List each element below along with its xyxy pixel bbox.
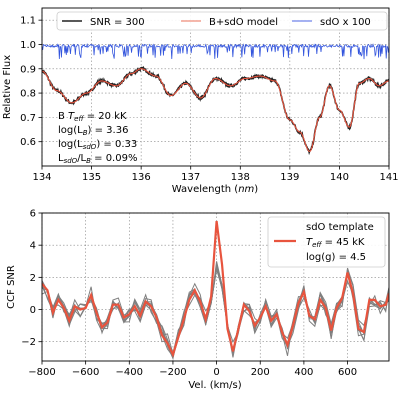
ccf-x-tick-label: 200 [251, 367, 270, 378]
series-sdo-x100-line [42, 42, 389, 60]
series-sdo-template-line [42, 220, 389, 358]
legend-label-teff: Teff = 45 kK [306, 237, 365, 249]
ccf-panel: −800 −600 −400 −200 0 200 400 600 −2 0 2 4 6 CCF SNR… [6, 209, 390, 391]
annotation-log-lb: log(LB) = 3.36 [58, 125, 128, 137]
spectrum-x-tick-label: 137 [181, 172, 200, 183]
ccf-axes-frame [41, 212, 390, 362]
ccf-x-axis-label: Vel. (km/s) [188, 380, 241, 391]
spectrum-y-tick-label: 1.1 [20, 16, 36, 27]
spectrum-x-tick-label: 134 [32, 172, 51, 183]
ccf-x-tick-label: 400 [294, 367, 313, 378]
ccf-y-tick-label: 6 [30, 209, 36, 220]
spectrum-annotation: B Teff = 20 kK log(LB) = 3.36 log(LsdO) … [58, 111, 137, 165]
ccf-y-tick-label: −2 [21, 337, 36, 348]
spectrum-y-axis-label: Relative Flux [2, 55, 13, 119]
ccf-legend-box [267, 216, 386, 268]
spectrum-x-tick-label: 138 [231, 172, 250, 183]
ccf-x-tick-label: 600 [338, 367, 357, 378]
legend-label-sdo-template: sdO template [306, 222, 374, 233]
ccf-y-tick-label: 2 [30, 273, 36, 284]
legend-label-model: B+sdO model [209, 17, 278, 28]
spectrum-ticks: 134 135 136 137 138 139 140 141 0.6 0.7 0.8 0.9 1.0 1… [20, 16, 398, 183]
legend-label-logg: log(g) = 4.5 [306, 252, 366, 263]
spectrum-x-tick-label: 139 [280, 172, 299, 183]
ccf-x-tick-label: −600 [72, 367, 99, 378]
spectrum-y-tick-label: 0.7 [20, 113, 36, 124]
spectrum-x-tick-label: 135 [82, 172, 101, 183]
spectrum-x-axis-label: Wavelength (nm) [172, 184, 259, 195]
ccf-ticks: −800 −600 −400 −200 0 200 400 600 −2 0 2 4 6 [21, 209, 357, 379]
ccf-x-tick-label: 0 [213, 367, 219, 378]
ccf-legend: sdO template Teff = 45 kK log(g) = 4.5 [267, 216, 386, 268]
spectrum-y-tick-label: 1.0 [20, 40, 36, 51]
spectrum-legend-box [56, 11, 388, 31]
spectrum-x-tick-label: 141 [379, 172, 398, 183]
spectrum-y-tick-label: 0.8 [20, 89, 36, 100]
spectrum-x-tick-label: 136 [132, 172, 151, 183]
annotation-b-teff: B Teff = 20 kK [58, 111, 127, 123]
spectrum-legend: SNR = 300 B+sdO model sdO x 100 [56, 11, 388, 31]
ccf-x-tick-label: −800 [28, 367, 55, 378]
spectrum-y-tick-label: 0.6 [20, 137, 36, 148]
annotation-ratio: LsdO/LB = 0.09% [58, 153, 137, 165]
annotation-log-lsdo: log(LsdO) = 0.33 [58, 139, 137, 151]
ccf-x-tick-label: −400 [116, 367, 143, 378]
spectrum-axes-frame [41, 7, 390, 167]
legend-label-observed: SNR = 300 [90, 17, 145, 28]
ccf-y-axis-label: CCF SNR [6, 265, 17, 309]
spectrum-y-tick-label: 0.9 [20, 64, 36, 75]
series-model-line [42, 68, 389, 152]
legend-label-sdo: sdO x 100 [320, 17, 371, 28]
spectrum-x-tick-label: 140 [330, 172, 349, 183]
spectrum-panel: 134 135 136 137 138 139 140 141 0.6 0.7 0.8 0.9 1.0 1… [2, 7, 399, 195]
ccf-y-tick-label: 0 [30, 305, 36, 316]
ccf-x-tick-label: −200 [159, 367, 186, 378]
ccf-y-tick-label: 4 [30, 241, 36, 252]
